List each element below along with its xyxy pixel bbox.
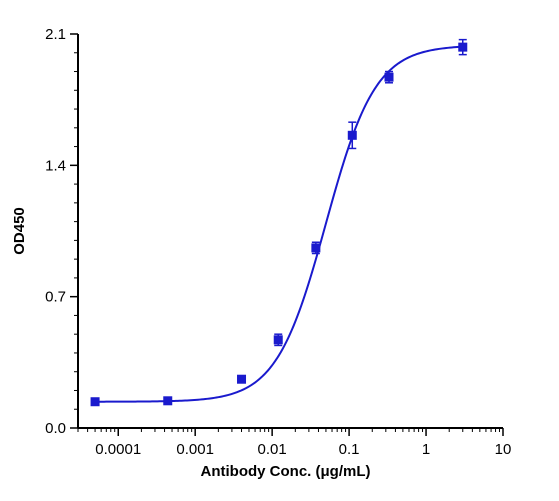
data-point (237, 374, 247, 384)
data-point (90, 397, 100, 407)
fit-curve (95, 45, 463, 403)
data-point (163, 396, 173, 406)
y-tick-label: 2.1 (45, 26, 66, 43)
y-tick-label: 0.0 (45, 420, 66, 437)
point-marker (273, 335, 283, 345)
point-marker (90, 397, 100, 407)
x-tick-label: 0.001 (176, 441, 214, 458)
y-axis-title: OD450 (11, 207, 28, 255)
point-marker (237, 374, 247, 384)
point-marker (458, 42, 468, 52)
data-point (311, 241, 321, 255)
point-marker (384, 72, 394, 82)
y-axis-ticks: 0.0 0.7 1.4 2.1 (45, 26, 78, 437)
x-tick-label: 1 (422, 441, 430, 458)
x-tick-label: 10 (495, 441, 512, 458)
x-axis-ticks: 0.0001 0.001 0.01 0.1 1 10 (77, 428, 512, 458)
data-point (273, 333, 283, 347)
x-axis-title: Antibody Conc. (μg/mL) (201, 463, 371, 480)
x-tick-label: 0.01 (258, 441, 287, 458)
point-marker (347, 130, 357, 140)
data-point (384, 70, 394, 84)
x-tick-label: 0.0001 (95, 441, 141, 458)
data-points (90, 38, 468, 407)
y-tick-label: 1.4 (45, 157, 66, 174)
point-marker (163, 396, 173, 406)
x-tick-label: 0.1 (339, 441, 360, 458)
point-marker (311, 243, 321, 253)
data-point (347, 121, 357, 150)
data-point (458, 38, 468, 56)
y-tick-label: 0.7 (45, 289, 66, 306)
